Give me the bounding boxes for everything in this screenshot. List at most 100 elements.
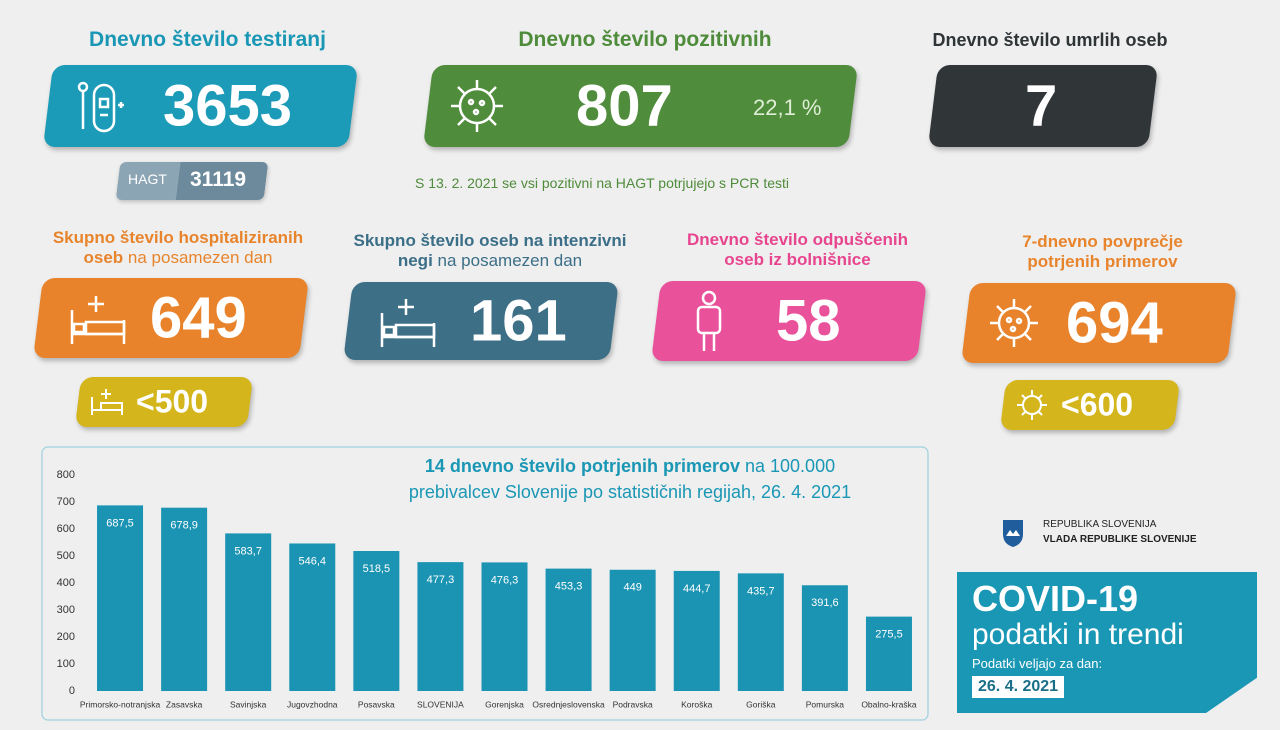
hagt-label: HAGT bbox=[128, 171, 167, 187]
x-tick-label: Podravska bbox=[613, 699, 653, 709]
x-tick-label: Obalno-kraška bbox=[861, 699, 917, 709]
icu-title: Skupno število oseb na intenzivni negi na… bbox=[340, 231, 640, 271]
title-line: Skupno število hospitaliziranih bbox=[52, 228, 304, 247]
covid-label: Podatki veljajo za dan: bbox=[972, 656, 1103, 671]
x-tick-label: SLOVENIJA bbox=[417, 699, 464, 709]
x-tick-label: Jugovzhodna bbox=[287, 699, 338, 709]
y-tick-label: 0 bbox=[69, 685, 75, 697]
x-tick-label: Primorsko-notranjska bbox=[80, 699, 161, 709]
bar bbox=[289, 543, 336, 691]
bar bbox=[865, 616, 912, 691]
y-tick-label: 500 bbox=[57, 550, 75, 562]
title-line: potrjenih primerov bbox=[1027, 252, 1178, 271]
title-line: oseb iz bolnišnice bbox=[724, 250, 871, 269]
value-label: 444,7 bbox=[683, 583, 711, 595]
tests-card: 3653 bbox=[42, 65, 359, 147]
hagt-value: 31119 bbox=[190, 168, 247, 191]
y-tick-label: 700 bbox=[57, 496, 75, 508]
average-value: 694 bbox=[1066, 290, 1163, 356]
value-label: 449 bbox=[623, 582, 641, 594]
deaths-title: Dnevno število umrlih oseb bbox=[932, 30, 1168, 50]
positive-card: 807 22,1 % bbox=[422, 65, 859, 147]
average-card: 694 bbox=[961, 283, 1237, 363]
chart-subtitle: na 100.000 bbox=[745, 456, 835, 476]
hospitalized-threshold-card: <500 bbox=[74, 377, 254, 427]
tests-value: 3653 bbox=[163, 73, 293, 139]
chart-title-bold: 14 dnevno število potrjenih primerov bbox=[425, 456, 740, 476]
deaths-value: 7 bbox=[1025, 73, 1058, 139]
x-tick-label: Pomurska bbox=[806, 699, 845, 709]
chart-subtitle: prebivalcev Slovenije po statističnih re… bbox=[409, 482, 851, 502]
coat-of-arms bbox=[1003, 520, 1023, 547]
x-tick-label: Zasavska bbox=[166, 699, 203, 709]
positive-share: 22,1 % bbox=[753, 95, 822, 120]
bed-icon bbox=[380, 299, 436, 347]
bar bbox=[97, 505, 144, 691]
government-line: REPUBLIKA SLOVENIJA bbox=[1043, 519, 1157, 530]
positive-note: S 13. 2. 2021 se vsi pozitivni na HAGT p… bbox=[415, 175, 790, 191]
y-tick-label: 300 bbox=[57, 604, 75, 616]
title-rest: na posamezen dan bbox=[437, 251, 583, 270]
bar bbox=[225, 533, 272, 691]
deaths-card: 7 bbox=[927, 65, 1159, 147]
y-tick-label: 600 bbox=[57, 523, 75, 535]
icu-card: 161 bbox=[343, 282, 619, 360]
virus-icon bbox=[451, 80, 503, 132]
bar bbox=[737, 573, 784, 691]
value-label: 678,9 bbox=[170, 520, 198, 532]
virus-icon bbox=[1017, 390, 1047, 420]
bar bbox=[801, 585, 848, 691]
hospitalized-card: 649 bbox=[33, 278, 309, 358]
bar bbox=[481, 562, 528, 691]
value-label: 583,7 bbox=[234, 545, 262, 557]
discharged-value: 58 bbox=[776, 288, 841, 354]
bar bbox=[609, 569, 656, 691]
test-icon bbox=[77, 81, 124, 133]
value-label: 477,3 bbox=[427, 574, 455, 586]
virus-icon bbox=[990, 299, 1038, 347]
icu-value: 161 bbox=[470, 288, 567, 354]
title-line: negi bbox=[397, 251, 433, 270]
tests-title: Dnevno število testiranj bbox=[89, 28, 326, 51]
value-label: 518,5 bbox=[363, 563, 391, 575]
value-label: 687,5 bbox=[106, 517, 134, 529]
title-line: Dnevno število odpuščenih bbox=[686, 230, 909, 249]
x-tick-label: Gorenjska bbox=[485, 699, 524, 709]
chart-title: 14 dnevno število potrjenih primerov na … bbox=[425, 456, 835, 476]
y-tick-label: 400 bbox=[57, 577, 75, 589]
person-icon bbox=[696, 290, 722, 351]
value-label: 391,6 bbox=[811, 597, 839, 609]
discharged-card: 58 bbox=[651, 281, 927, 361]
bar bbox=[161, 507, 208, 691]
government-line: VLADA REPUBLIKE SLOVENIJE bbox=[1043, 534, 1197, 545]
title-line: 7-dnevno povprečje bbox=[1022, 232, 1183, 251]
value-label: 476,3 bbox=[491, 574, 519, 586]
y-tick-label: 200 bbox=[57, 631, 75, 643]
hospitalized-value: 649 bbox=[150, 285, 247, 351]
bed-icon bbox=[70, 296, 126, 344]
title-line: oseb bbox=[83, 248, 124, 267]
average-threshold-card: <600 bbox=[999, 380, 1181, 430]
bar bbox=[353, 551, 400, 691]
covid-title: COVID-19 bbox=[972, 578, 1139, 619]
value-label: 453,3 bbox=[555, 581, 583, 593]
hospitalized-threshold: <500 bbox=[136, 383, 209, 420]
positive-title: Dnevno število pozitivnih bbox=[518, 28, 772, 51]
positive-value: 807 bbox=[576, 73, 673, 139]
title-rest: na posamezen dan bbox=[127, 248, 273, 267]
average-title: 7-dnevno povprečje potrjenih primerov bbox=[965, 232, 1240, 272]
y-tick-label: 800 bbox=[57, 469, 75, 481]
discharged-title: Dnevno število odpuščenih oseb iz bolnišn… bbox=[660, 230, 935, 270]
y-tick-label: 100 bbox=[57, 658, 75, 670]
average-threshold: <600 bbox=[1061, 386, 1134, 423]
covid-date: 26. 4. 2021 bbox=[972, 676, 1065, 698]
bar bbox=[417, 562, 464, 691]
title-line: Skupno število oseb na intenzivni bbox=[353, 231, 627, 250]
x-tick-label: Koroška bbox=[681, 699, 712, 709]
covid-subtitle: podatki in trendi bbox=[972, 618, 1184, 651]
value-label: 275,5 bbox=[875, 629, 903, 641]
x-tick-label: Goriška bbox=[746, 699, 776, 709]
bar bbox=[673, 570, 720, 691]
bed-icon bbox=[91, 389, 123, 415]
